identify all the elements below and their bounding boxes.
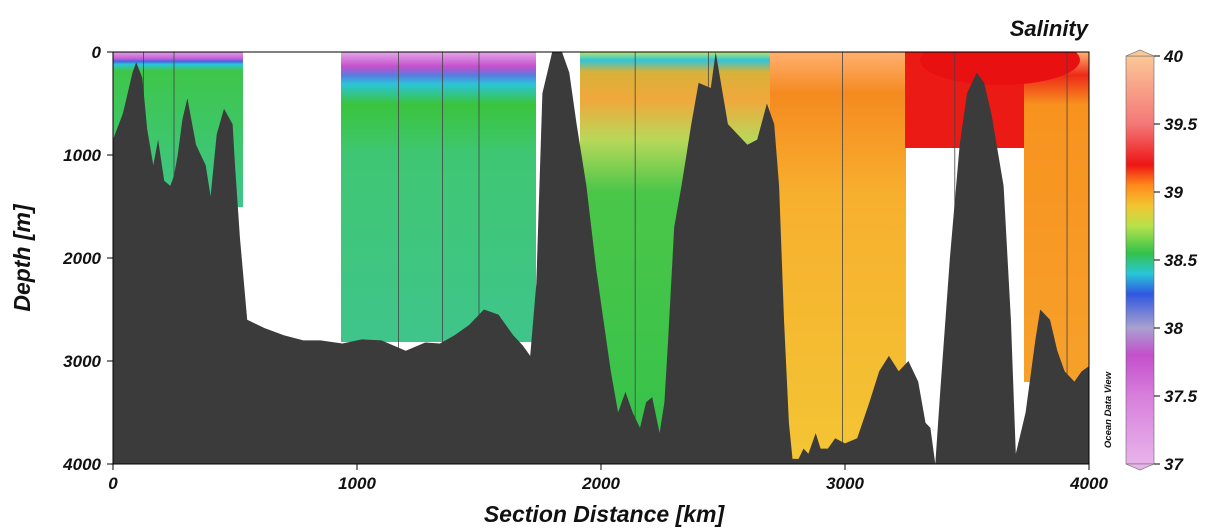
colorbar-tick-label-5: 39.5 — [1164, 115, 1198, 134]
x-axis-title: Section Distance [km] — [484, 501, 726, 527]
colorbar-tick-label-0: 37 — [1164, 455, 1184, 474]
colorbar-ticks: 37 37.5 38 38.5 39 39.5 40 — [1154, 47, 1198, 474]
colorbar-gradient — [1125, 55, 1155, 465]
salinity-field-far-east — [1024, 52, 1089, 382]
x-tick-label-2: 2000 — [581, 474, 620, 493]
x-tick-label-3: 3000 — [826, 474, 864, 493]
y-axis: 0 1000 2000 3000 4000 — [62, 43, 113, 474]
colorbar-bottom-cap — [1125, 463, 1155, 471]
colorbar-tick-label-1: 37.5 — [1164, 387, 1198, 406]
colorbar-tick-label-3: 38.5 — [1164, 251, 1198, 270]
colorbar — [1125, 49, 1155, 471]
x-tick-label-4: 4000 — [1069, 474, 1108, 493]
seafloor-bathymetry — [113, 52, 1089, 464]
y-tick-label-1: 1000 — [63, 146, 101, 165]
x-axis: 0 1000 2000 3000 4000 — [108, 464, 1108, 493]
plot-area — [113, 52, 1089, 464]
colorbar-title: Salinity — [1010, 16, 1090, 41]
x-tick-label-0: 0 — [108, 474, 118, 493]
salinity-field-center — [341, 52, 536, 342]
salinity-red-core-upper — [920, 52, 1080, 85]
y-tick-label-2: 2000 — [62, 249, 101, 268]
odv-watermark: Ocean Data View — [1103, 371, 1114, 448]
y-tick-label-3: 3000 — [63, 352, 101, 371]
colorbar-tick-label-2: 38 — [1164, 319, 1183, 338]
y-tick-label-4: 4000 — [62, 455, 101, 474]
colorbar-top-cap — [1125, 49, 1155, 57]
colorbar-tick-label-6: 40 — [1163, 47, 1183, 66]
y-tick-label-0: 0 — [92, 43, 102, 62]
y-axis-title: Depth [m] — [9, 203, 35, 312]
x-tick-label-1: 1000 — [338, 474, 376, 493]
colorbar-tick-label-4: 39 — [1164, 183, 1183, 202]
